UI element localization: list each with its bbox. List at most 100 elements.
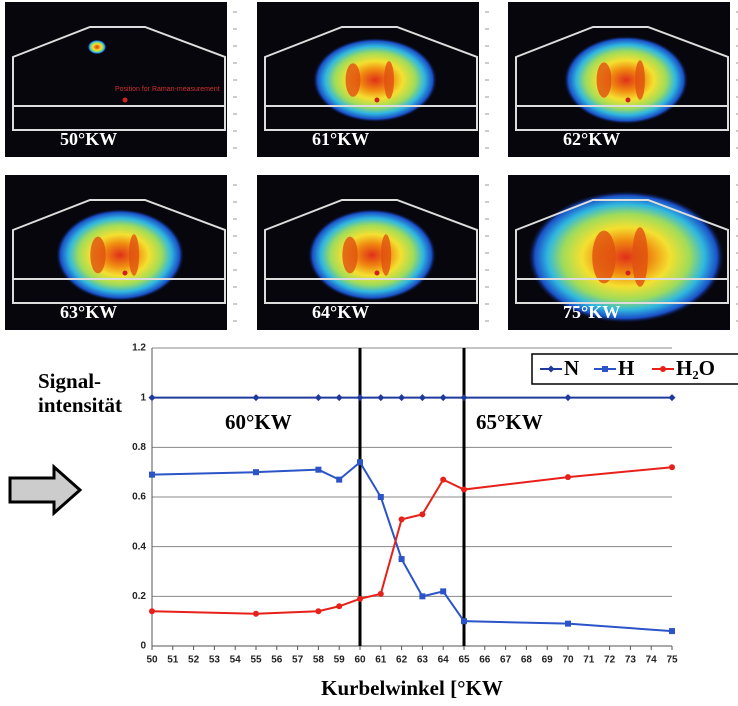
panel-label: 75°KW [563, 302, 620, 322]
point [149, 608, 155, 615]
point [357, 459, 363, 466]
legend-label: H [618, 356, 634, 380]
image-panel: 50°KW Position for Raman-measurement [5, 2, 237, 157]
x-tick-label: 65 [458, 655, 470, 666]
arrow [8, 463, 83, 517]
x-tick-label: 57 [292, 655, 304, 666]
point [398, 556, 405, 563]
heat-blob [528, 191, 724, 323]
y-tick-label: 0.8 [132, 442, 146, 453]
x-tick-label: 75 [666, 655, 678, 666]
x-tick-label: 55 [250, 655, 262, 666]
point [253, 469, 259, 476]
combustion-chamber [515, 26, 729, 131]
hot-core [345, 63, 361, 97]
series-line [151, 460, 673, 633]
point [564, 394, 572, 402]
point [419, 593, 426, 600]
point [315, 466, 322, 473]
x-tick-label: 59 [334, 655, 346, 666]
annotation: 60°KW [225, 410, 292, 434]
series-line [151, 466, 673, 615]
y-axis-label: Signal- [38, 369, 101, 393]
x-tick-label: 67 [500, 655, 512, 666]
legend-box [531, 353, 738, 385]
legend-label: N [564, 356, 579, 380]
x-tick-label: 62 [396, 655, 408, 666]
x-tick-label: 71 [583, 655, 595, 666]
hot-core [635, 60, 645, 100]
panel-label: 61°KW [312, 129, 369, 149]
x-tick-label: 72 [604, 655, 616, 666]
x-tick-label: 50 [146, 655, 158, 666]
point [356, 394, 364, 402]
y-tick-label: 1 [140, 392, 146, 403]
point [461, 618, 467, 625]
y-tick-label: 0.4 [132, 541, 146, 552]
point [149, 471, 155, 478]
point [668, 394, 676, 402]
x-tick-label: 69 [542, 655, 554, 666]
chart: 0 0.2 0.4 0.6 0.8 1 1.2 50 51 52 53 54 55 56 57 58 59 60 6… [38, 343, 738, 700]
point [336, 603, 343, 610]
heat-blob [56, 209, 184, 301]
y-tick-label: 1.2 [132, 343, 146, 354]
x-tick-label: 58 [313, 655, 325, 666]
panel-label: 62°KW [563, 129, 620, 149]
point [336, 476, 343, 483]
measurement-point [122, 97, 128, 103]
measurement-point [625, 270, 631, 276]
x-tick-label: 54 [230, 655, 242, 666]
legend-label: H₂O [676, 356, 715, 380]
measurement-point [625, 97, 631, 103]
hot-core [342, 236, 358, 274]
measurement-point [122, 270, 128, 276]
image-panels: 50°KW Position for Raman-measurement 61°KW… [5, 2, 738, 330]
hot-core [592, 230, 616, 284]
x-tick-label: 68 [521, 655, 533, 666]
point [669, 464, 675, 471]
x-tick-label: 64 [438, 655, 450, 666]
point [253, 610, 259, 617]
legend-marker [660, 366, 666, 372]
annotation: 65°KW [476, 410, 543, 434]
x-tick-label: 61 [375, 655, 387, 666]
combustion-chamber [12, 199, 226, 304]
point [439, 394, 447, 402]
x-tick-label: 51 [167, 655, 179, 666]
x-tick-label: 56 [271, 655, 283, 666]
hot-core [380, 234, 392, 276]
point [419, 511, 426, 518]
combustion-chamber [12, 26, 226, 131]
point [148, 394, 156, 402]
point [440, 588, 447, 595]
x-tick-label: 66 [479, 655, 491, 666]
point [440, 476, 447, 483]
hot-core [90, 236, 106, 274]
point [565, 474, 571, 481]
heat-blob [313, 38, 437, 122]
image-panel: 61°KW [257, 2, 489, 157]
x-tick-label: 63 [417, 655, 429, 666]
panel-label: 50°KW [60, 129, 117, 149]
hot-core [128, 234, 140, 276]
measurement-point [374, 270, 380, 276]
x-tick-label: 74 [646, 655, 658, 666]
heat-blob [88, 40, 106, 54]
y-tick-label: 0.2 [132, 591, 146, 602]
y-tick-label: 0 [140, 641, 146, 652]
combustion-chamber [264, 199, 478, 304]
hot-core [596, 62, 612, 98]
hot-core [632, 227, 648, 287]
point [335, 394, 343, 402]
point [252, 394, 260, 402]
x-tick-label: 73 [625, 655, 637, 666]
point [314, 394, 322, 402]
heat-blob [308, 209, 436, 301]
image-panel: 75°KW [508, 175, 738, 330]
measurement-point [374, 97, 380, 103]
panel-note: Position for Raman-measurement [115, 86, 220, 93]
panel-label: 64°KW [312, 302, 369, 322]
hot-core [384, 61, 394, 99]
